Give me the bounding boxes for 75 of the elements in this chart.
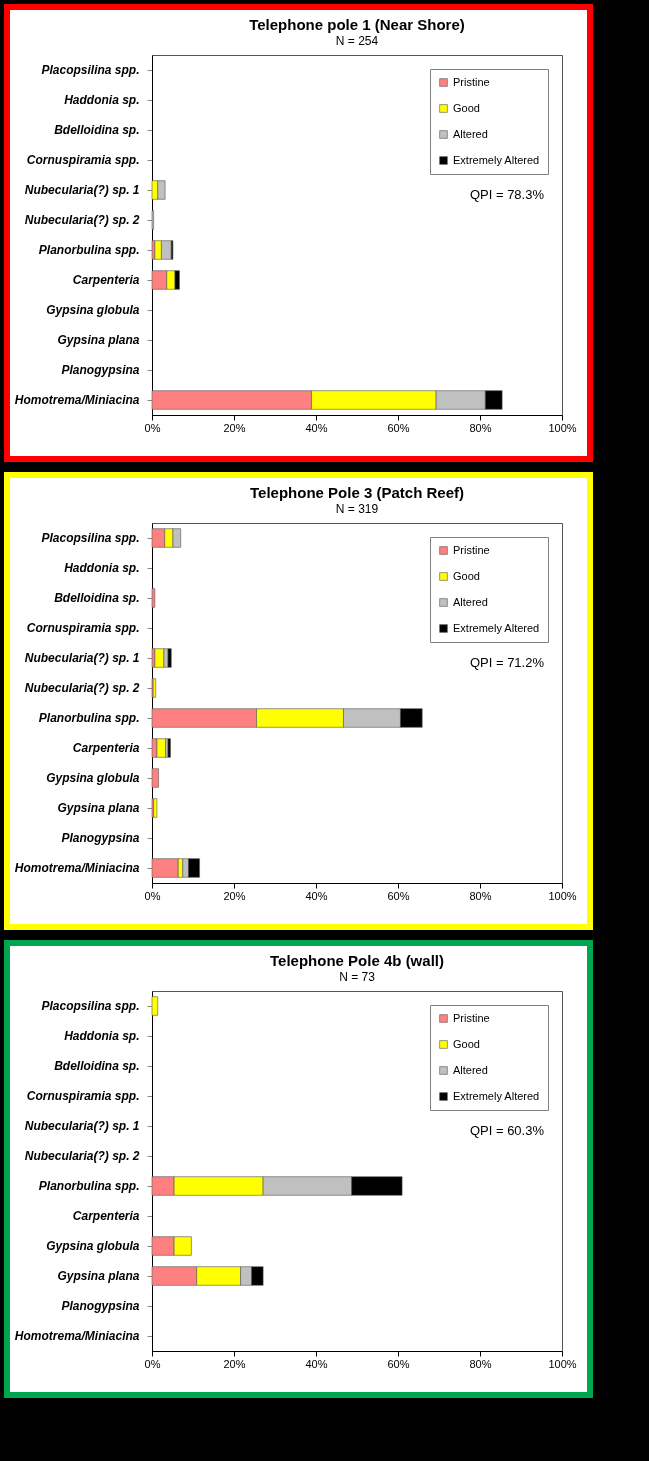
x-tick-label: 40% [305,1357,328,1370]
annotation: QPI = 60.3% [469,1123,545,1138]
y-tick-label: Nubecularia(?) sp. 2 [24,681,140,695]
legend-label: Extremely Altered [453,621,540,634]
y-tick-label: Nubecularia(?) sp. 2 [24,1149,140,1163]
y-tick-label: Homotrema/Miniacina [14,393,140,407]
x-tick-label: 20% [223,1357,246,1370]
x-tick-label: 20% [223,421,246,434]
y-tick-label: Homotrema/Miniacina [14,1329,140,1343]
y-tick-label: Cornuspiramia spp. [26,1089,140,1103]
chart-title: Telephone pole 1 (Near Shore) [249,16,465,33]
annotation: QPI = 78.3% [469,187,545,202]
y-tick-label: Gypsina globula [46,303,140,317]
y-tick-label: Planogypsina [61,1299,140,1313]
y-tick-label: Nubecularia(?) sp. 1 [24,1119,140,1133]
x-tick-label: 0% [144,1357,161,1370]
y-tick-label: Planogypsina [61,831,140,845]
legend-label: Pristine [453,1011,490,1024]
y-tick-label: Planogypsina [61,363,140,377]
x-tick-label: 100% [548,1357,577,1370]
y-tick-label: Gypsina plana [57,333,140,347]
legend-label: Pristine [453,543,490,556]
chart-title: Telephone Pole 4b (wall) [270,952,444,969]
x-tick-label: 80% [469,889,492,902]
legend-label: Altered [453,127,488,140]
y-tick-label: Cornuspiramia spp. [26,621,140,635]
x-tick-label: 80% [469,421,492,434]
x-tick-label: 0% [144,889,161,902]
y-tick-label: Gypsina plana [57,801,140,815]
chart-subtitle: N = 254 [335,34,379,48]
y-tick-label: Haddonia sp. [64,561,140,575]
y-tick-label: Carpenteria [72,741,140,755]
y-tick-label: Placopsilina spp. [41,999,140,1013]
legend-label: Altered [453,595,488,608]
chart-subtitle: N = 319 [335,502,379,516]
x-tick-label: 40% [305,889,328,902]
chart-title: Telephone Pole 3 (Patch Reef) [250,484,464,501]
y-tick-label: Cornuspiramia spp. [26,153,140,167]
x-tick-label: 60% [387,421,410,434]
chart-subtitle: N = 73 [339,970,376,984]
x-tick-label: 60% [387,1357,410,1370]
y-tick-label: Planorbulina spp. [38,1179,140,1193]
y-tick-label: Homotrema/Miniacina [14,861,140,875]
y-tick-label: Gypsina globula [46,1239,140,1253]
y-tick-label: Gypsina plana [57,1269,140,1283]
y-tick-label: Placopsilina spp. [41,531,140,545]
x-tick-label: 20% [223,889,246,902]
x-tick-label: 60% [387,889,410,902]
y-tick-label: Gypsina globula [46,771,140,785]
legend-label: Altered [453,1063,488,1076]
y-tick-label: Carpenteria [72,273,140,287]
y-tick-label: Haddonia sp. [64,1029,140,1043]
legend-label: Good [453,1037,480,1050]
legend-label: Pristine [453,75,490,88]
y-tick-label: Haddonia sp. [64,93,140,107]
x-tick-label: 100% [548,889,577,902]
y-tick-label: Placopsilina spp. [41,63,140,77]
legend-label: Extremely Altered [453,153,540,166]
x-tick-label: 40% [305,421,328,434]
x-tick-label: 0% [144,421,161,434]
y-tick-label: Nubecularia(?) sp. 1 [24,183,140,197]
y-tick-label: Planorbulina spp. [38,711,140,725]
x-tick-label: 100% [548,421,577,434]
y-tick-label: Carpenteria [72,1209,140,1223]
x-tick-label: 80% [469,1357,492,1370]
legend-label: Good [453,101,480,114]
y-tick-label: Bdelloidina sp. [54,123,140,137]
annotation: QPI = 71.2% [469,655,545,670]
legend-label: Good [453,569,480,582]
y-tick-label: Bdelloidina sp. [54,1059,140,1073]
y-tick-label: Nubecularia(?) sp. 1 [24,651,140,665]
legend-label: Extremely Altered [453,1089,540,1102]
y-tick-label: Nubecularia(?) sp. 2 [24,213,140,227]
y-tick-label: Bdelloidina sp. [54,591,140,605]
y-tick-label: Planorbulina spp. [38,243,140,257]
